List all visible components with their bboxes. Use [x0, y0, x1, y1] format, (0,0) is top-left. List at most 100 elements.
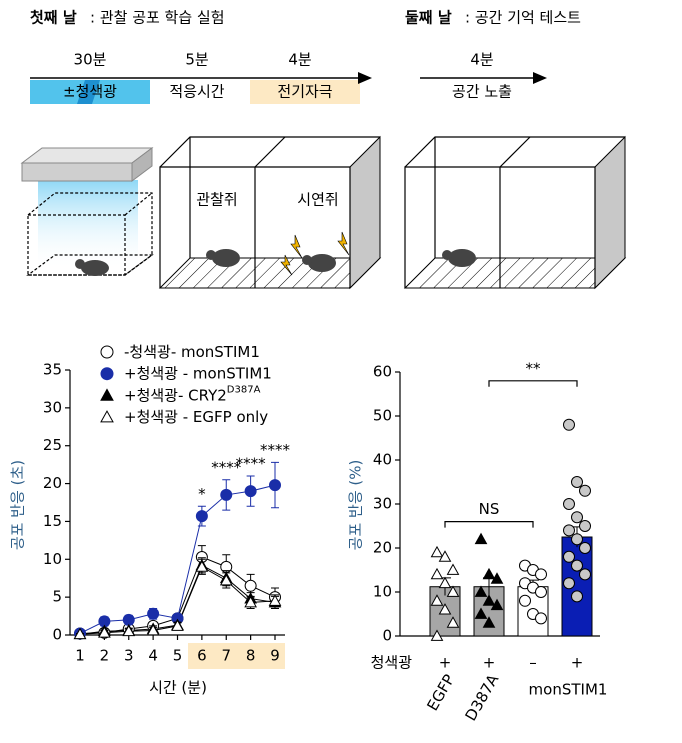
test-chamber: [403, 135, 627, 290]
x-tick-label: 7: [221, 647, 231, 665]
data-point: [446, 616, 460, 628]
arrow-head: [358, 72, 372, 84]
significance: ****: [211, 458, 242, 476]
data-point: [122, 613, 135, 626]
y-tick-label: 5: [52, 588, 62, 606]
legend-marker: [100, 367, 114, 381]
legend-label: +청색광 - monSTIM1: [124, 364, 272, 382]
data-point: [490, 572, 504, 584]
data-point: [579, 520, 591, 532]
legend-label: +청색광 - EGFP only: [124, 408, 268, 426]
legend-name: +청색광 - monSTIM1: [124, 364, 272, 382]
data-point: [195, 510, 208, 523]
data-point: [146, 623, 160, 636]
data-point: [244, 579, 257, 592]
step-label: 전기자극: [277, 83, 332, 101]
y-tick-label: 10: [373, 583, 392, 601]
step-duration: 5분: [185, 51, 209, 69]
bracket: [444, 521, 534, 528]
data-point: [490, 598, 504, 611]
step-label: ±청색광: [63, 83, 117, 101]
day1-text: : 관찰 공포 학습 실험: [90, 9, 225, 27]
data-point: [571, 476, 583, 488]
x-tick-label: 5: [173, 647, 183, 665]
data-point: [438, 603, 452, 615]
data-point: [482, 567, 496, 580]
y-tick-label: 35: [43, 361, 62, 379]
category-label: D387A: [462, 671, 503, 724]
data-point: [563, 550, 575, 563]
y-axis-label: 공포 반응 (초): [9, 460, 27, 550]
y-tick-label: 0: [52, 626, 62, 644]
significance: ****: [260, 441, 291, 459]
category-label: EGFP: [423, 671, 458, 714]
light-sign: +: [439, 654, 452, 672]
data-point: [563, 524, 575, 537]
y-tick-label: 0: [382, 627, 392, 645]
data-point: [482, 594, 496, 606]
group-label: monSTIM1: [529, 681, 608, 699]
legend-marker: [100, 388, 114, 401]
data-point: [579, 484, 591, 497]
data-point: [195, 560, 209, 572]
data-point: [98, 626, 111, 638]
data-point: [244, 485, 257, 498]
data-point: [268, 594, 282, 606]
x-tick-label: 1: [75, 647, 85, 665]
legend-name: +청색광 - EGFP only: [124, 408, 268, 426]
bracket: [488, 380, 578, 387]
data-point: [563, 498, 575, 510]
box-label: 시연쥐: [297, 191, 338, 209]
y-axis-label: 공포 반응 (%): [347, 460, 365, 551]
bracket-label: NS: [479, 500, 500, 518]
data-point: [430, 545, 444, 558]
step-duration: 4분: [470, 51, 494, 69]
y-tick-label: 30: [43, 398, 62, 416]
data-point: [474, 532, 488, 545]
data-point: [244, 595, 257, 608]
light-sign: +: [571, 654, 584, 672]
legend-name: +청색광- CRY2: [124, 386, 227, 404]
data-point: [563, 418, 575, 431]
data-point: [171, 619, 184, 631]
light-sign: –: [529, 654, 537, 672]
x-tick-label: 2: [100, 647, 110, 665]
data-point: [571, 559, 583, 572]
y-tick-label: 20: [43, 474, 62, 492]
step-duration: 30분: [74, 51, 107, 69]
y-tick-label: 60: [373, 363, 392, 381]
box-label: 관찰쥐: [196, 191, 237, 209]
data-point: [571, 533, 583, 546]
data-point: [73, 627, 87, 640]
legend-marker: [100, 410, 114, 423]
data-point: [474, 585, 488, 597]
data-point: [122, 624, 136, 637]
data-point: [430, 629, 444, 641]
y-tick-label: 10: [43, 550, 62, 568]
data-point: [571, 511, 583, 524]
x-tick-label: 6: [197, 647, 207, 665]
data-point: [446, 585, 460, 597]
stim-shade: [188, 643, 285, 669]
legend-marker: [100, 345, 114, 359]
step-duration: 4분: [288, 51, 312, 69]
data-point: [482, 616, 496, 628]
data-point: [535, 612, 547, 625]
day2-text: : 공간 기억 테스트: [465, 9, 581, 27]
day1-label: 첫째 날: [30, 9, 77, 27]
y-tick-label: 25: [43, 436, 62, 454]
data-point: [438, 576, 452, 589]
observation-chamber: [158, 135, 382, 290]
light-stripe: [77, 80, 100, 104]
x-axis-label: 시간 (분): [149, 679, 207, 697]
y-tick-label: 15: [43, 512, 62, 530]
y-tick-label: 20: [373, 539, 392, 557]
light-sign: +: [483, 654, 496, 672]
legend-label: -청색광- monSTIM1: [124, 343, 260, 361]
legend-name: -청색광- monSTIM1: [124, 343, 260, 361]
x-tick-label: 3: [124, 647, 134, 665]
data-point: [219, 573, 233, 586]
shock-box: [250, 80, 360, 104]
data-point: [438, 550, 452, 562]
